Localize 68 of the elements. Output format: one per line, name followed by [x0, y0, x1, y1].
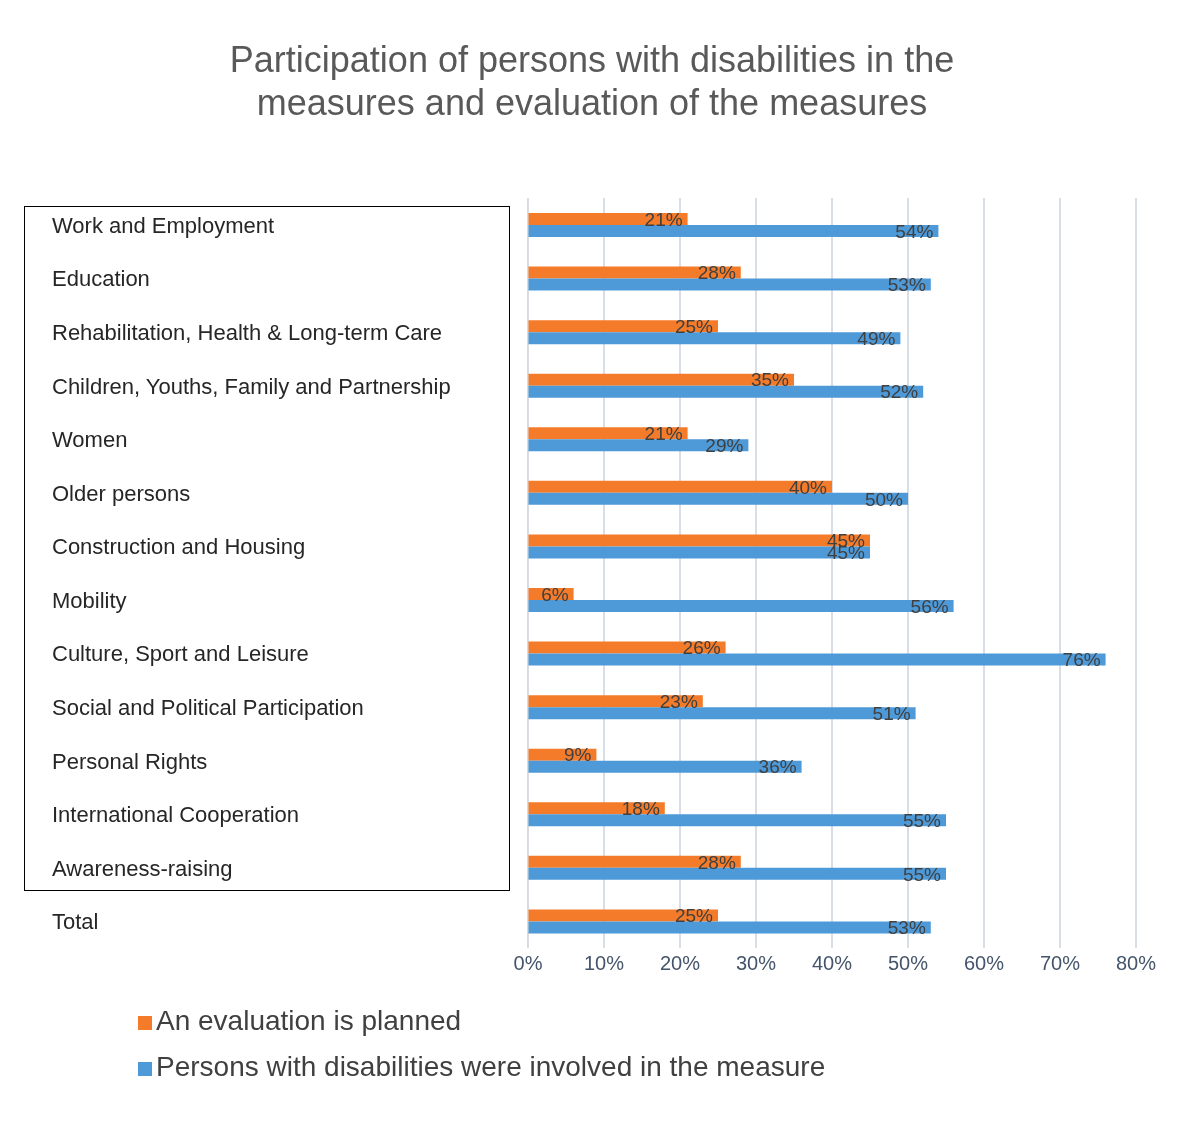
data-label: 49% — [857, 327, 896, 349]
data-label: 55% — [902, 810, 942, 832]
y-tick-label: Children, Youths, Family and Partnership — [52, 373, 451, 399]
bar — [528, 534, 870, 547]
x-tick-label: 40% — [811, 952, 853, 975]
x-tick-label: 50% — [887, 952, 929, 975]
y-tick-label: Social and Political Participation — [52, 694, 364, 720]
data-label: 35% — [750, 369, 790, 391]
y-tick-label: Rehabilitation, Health & Long-term Care — [52, 319, 443, 345]
data-label: 25% — [674, 905, 714, 927]
bar — [528, 814, 946, 827]
y-tick-label: Construction and Housing — [52, 534, 306, 560]
x-tick-label: 30% — [735, 952, 777, 975]
x-tick-label: 0% — [513, 952, 543, 975]
data-label: 51% — [872, 702, 911, 724]
bar — [528, 546, 870, 559]
data-label: 25% — [674, 315, 714, 337]
data-label: 40% — [788, 476, 828, 498]
y-tick-label: Older persons — [52, 480, 191, 506]
bar — [528, 653, 1106, 666]
data-label: 54% — [895, 220, 934, 242]
bar — [528, 921, 931, 934]
data-label: 28% — [697, 262, 736, 284]
bar — [528, 278, 931, 291]
legend-label: An evaluation is planned — [156, 1005, 462, 1036]
bar — [528, 480, 832, 493]
data-label: 9% — [563, 744, 592, 766]
data-label: 50% — [864, 488, 904, 510]
bar — [528, 373, 794, 386]
data-label: 53% — [887, 917, 926, 939]
bar — [528, 225, 939, 237]
y-tick-label: Culture, Sport and Leisure — [52, 641, 309, 667]
y-tick-label: International Cooperation — [52, 802, 300, 828]
data-label: 52% — [880, 381, 919, 403]
data-label: 36% — [758, 756, 797, 778]
x-tick-label: 80% — [1115, 952, 1157, 975]
data-label: 26% — [682, 637, 721, 659]
x-tick-label: 10% — [583, 952, 625, 975]
data-label: 56% — [910, 595, 949, 617]
data-label: 6% — [541, 583, 569, 605]
bar — [528, 760, 802, 773]
data-label: 23% — [659, 690, 698, 712]
y-tick-label: Awareness-raising — [52, 855, 233, 881]
data-label: 76% — [1062, 649, 1101, 671]
data-label: 21% — [644, 423, 683, 445]
y-tick-label: Work and Employment — [52, 212, 275, 238]
y-tick-label: Mobility — [52, 587, 127, 613]
chart-title: Participation of persons with disabilities in the measures and evaluation of the measures — [228, 38, 956, 124]
data-label: 53% — [887, 274, 926, 296]
bar — [528, 385, 924, 398]
data-label: 29% — [705, 435, 744, 457]
y-tick-label: Education — [52, 266, 150, 292]
x-tick-label: 60% — [963, 952, 1005, 975]
y-tick-label: Total — [52, 909, 99, 935]
bar — [528, 707, 916, 720]
data-label: 21% — [644, 208, 683, 230]
y-tick-label: Personal Rights — [52, 748, 208, 774]
bar — [528, 332, 901, 345]
x-tick-label: 20% — [659, 952, 701, 975]
x-tick-label: 70% — [1039, 952, 1081, 975]
bar — [528, 492, 908, 505]
data-label: 55% — [902, 863, 942, 885]
legend-label: Persons with disabilities were involved in the measure — [156, 1051, 826, 1082]
data-label: 28% — [697, 851, 736, 873]
y-tick-label: Women — [52, 427, 128, 453]
bar — [528, 600, 954, 612]
data-label: 18% — [621, 798, 660, 820]
bar — [528, 867, 946, 880]
